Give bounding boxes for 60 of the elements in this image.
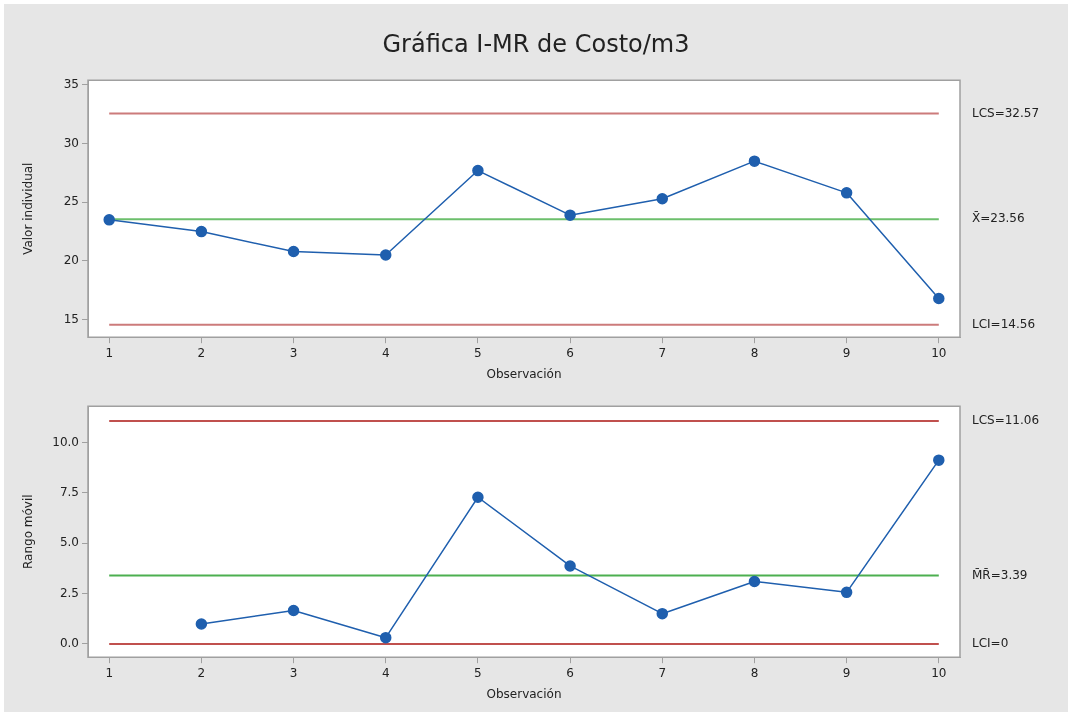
ref-line-label: LCS=32.57 — [972, 105, 1040, 120]
ref-line-label: X̄=23.56 — [972, 211, 1025, 226]
chart-title: Gráfica I-MR de Costo/m3 — [381, 30, 691, 58]
y-axis-title: Valor individual — [21, 162, 36, 255]
x-tick-label: 1 — [105, 345, 114, 360]
x-tick-label: 4 — [381, 665, 390, 680]
point — [656, 192, 669, 205]
x-tick-label: 3 — [289, 345, 298, 360]
x-tick-label: 5 — [474, 345, 482, 360]
ref-line-label: LCI=0 — [972, 636, 1009, 651]
x-tick-label: 3 — [289, 665, 298, 680]
y-axis-title: Rango móvil — [21, 494, 36, 569]
x-tick-label: 6 — [566, 345, 574, 360]
y-tick-label: 35 — [63, 77, 79, 92]
point — [564, 560, 576, 572]
ref-line-label: LCI=14.56 — [972, 316, 1036, 331]
point — [103, 214, 115, 226]
point — [748, 575, 761, 588]
point — [195, 225, 208, 238]
y-tick-label: 10.0 — [52, 434, 79, 449]
point — [472, 491, 484, 503]
point — [472, 164, 484, 177]
x-tick-label: 8 — [750, 665, 759, 680]
point — [195, 618, 208, 630]
point — [287, 604, 300, 617]
point — [379, 249, 392, 261]
x-tick-label: 9 — [842, 665, 851, 680]
x-tick-label: 1 — [105, 665, 114, 680]
x-tick-label: 6 — [566, 665, 574, 680]
point — [933, 454, 945, 466]
point — [287, 245, 300, 258]
x-tick-label: 7 — [658, 345, 667, 360]
point — [748, 155, 761, 167]
y-tick-label: 2.5 — [59, 585, 79, 600]
x-tick-label: 5 — [474, 665, 482, 680]
x-tick-label: 2 — [197, 345, 206, 360]
y-tick-label: 5.0 — [59, 535, 79, 550]
x-tick-label: 7 — [658, 665, 667, 680]
y-tick-label: 25 — [63, 194, 79, 209]
y-tick-label: 30 — [63, 135, 79, 150]
x-axis-title: Observación — [486, 366, 562, 381]
x-tick-label: 4 — [381, 345, 390, 360]
ref-line-label: LCS=11.06 — [972, 413, 1040, 428]
point — [840, 586, 853, 599]
y-tick-label: 15 — [63, 311, 79, 326]
y-tick-label: 7.5 — [59, 484, 79, 499]
x-tick-label: 8 — [750, 345, 759, 360]
point — [933, 292, 945, 305]
point — [656, 607, 669, 620]
ref-line-label: M̄R̄=3.39 — [972, 567, 1028, 582]
x-tick-label: 10 — [931, 345, 947, 360]
x-axis-title: Observación — [486, 686, 562, 701]
point — [840, 187, 853, 199]
y-tick-label: 0.0 — [59, 636, 79, 651]
x-tick-label: 9 — [842, 345, 851, 360]
y-tick-label: 20 — [63, 253, 79, 268]
point — [564, 209, 576, 221]
x-tick-label: 10 — [931, 665, 947, 680]
x-tick-label: 2 — [197, 665, 206, 680]
point — [379, 631, 392, 644]
